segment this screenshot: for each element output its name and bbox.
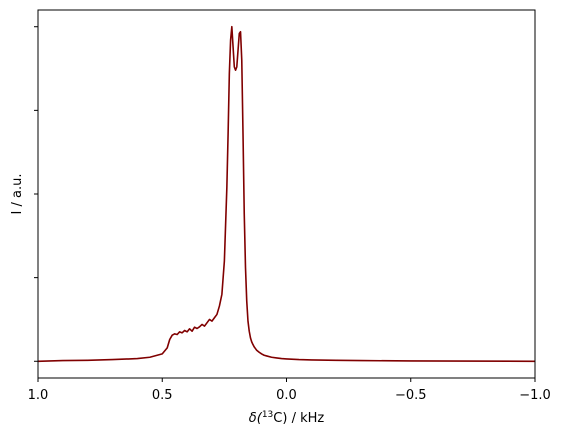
x-tick-label: 1.0: [28, 388, 49, 403]
x-tick-label: 0.0: [276, 388, 297, 403]
x-tick-label: 0.5: [152, 388, 173, 403]
spectrum-line: [37, 25, 536, 363]
plot-frame: [37, 9, 536, 379]
x-tick-label: −0.5: [395, 388, 427, 403]
x-axis-label: δ(13C) / kHz: [249, 410, 325, 426]
y-axis-label: I / a.u.: [10, 174, 25, 215]
x-tick-label: −1.0: [519, 388, 551, 403]
x-axis: 1.0 0.5 0.0 −0.5 −1.0: [28, 378, 551, 403]
y-axis: [34, 26, 38, 362]
